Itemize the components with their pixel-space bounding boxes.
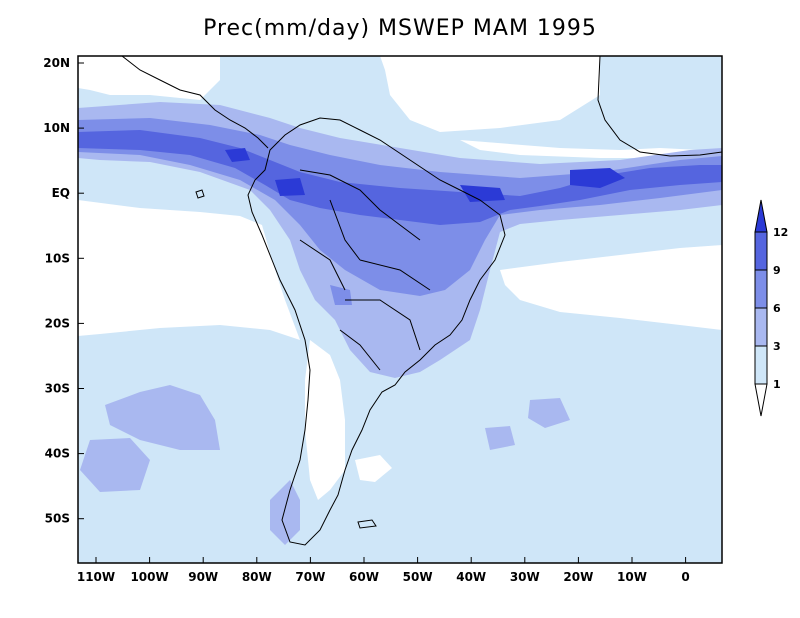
latitude-label: 10S [45, 251, 70, 265]
longitude-label: 20W [563, 570, 593, 584]
central-america-coastline [121, 55, 269, 149]
latitude-label: 50S [45, 512, 70, 526]
country-borders [299, 169, 431, 371]
latitude-label: 20S [45, 316, 70, 330]
latitude-label: 20N [43, 56, 70, 70]
south-america-coastline [247, 117, 506, 546]
longitude-label: 80W [242, 570, 272, 584]
colorbar: 12 9 6 3 1 [754, 199, 788, 417]
colorbar-min-triangle [754, 383, 768, 417]
longitude-label: 10W [617, 570, 647, 584]
longitude-axis: 110W 100W 90W 80W 70W 60W 50W 40W 30W 20W 10W 0 [77, 557, 690, 584]
longitude-label: 60W [349, 570, 379, 584]
longitude-label: 90W [188, 570, 218, 584]
africa-coastline [597, 55, 723, 157]
latitude-label: 10N [43, 121, 70, 135]
colorbar-segment [754, 307, 768, 347]
longitude-label: 100W [130, 570, 168, 584]
precip-band-above-12 [225, 148, 625, 202]
colorbar-level-label: 1 [773, 378, 781, 391]
colorbar-level-label: 12 [773, 226, 788, 239]
map-frame [77, 55, 723, 564]
colorbar-level-label: 9 [773, 264, 781, 277]
map-title: Prec(mm/day) MSWEP MAM 1995 [203, 16, 597, 41]
longitude-label: 50W [403, 570, 433, 584]
colorbar-segment [754, 231, 768, 271]
coastlines [121, 55, 723, 546]
colorbar-segment [754, 269, 768, 309]
longitude-label: 110W [77, 570, 115, 584]
latitude-axis: 20N 10N EQ 10S 20S 30S 40S 50S [43, 56, 84, 526]
latitude-label: 30S [45, 382, 70, 396]
colorbar-level-label: 6 [773, 302, 781, 315]
longitude-label: 70W [295, 570, 325, 584]
longitude-label: 0 [681, 570, 689, 584]
latitude-label: EQ [52, 186, 70, 200]
longitude-label: 30W [510, 570, 540, 584]
colorbar-level-label: 3 [773, 340, 781, 353]
latitude-label: 40S [45, 447, 70, 461]
longitude-label: 40W [456, 570, 486, 584]
colorbar-max-triangle [754, 199, 768, 233]
colorbar-segment [754, 345, 768, 385]
falkland-islands [357, 519, 377, 529]
galapagos-islands [195, 189, 205, 199]
